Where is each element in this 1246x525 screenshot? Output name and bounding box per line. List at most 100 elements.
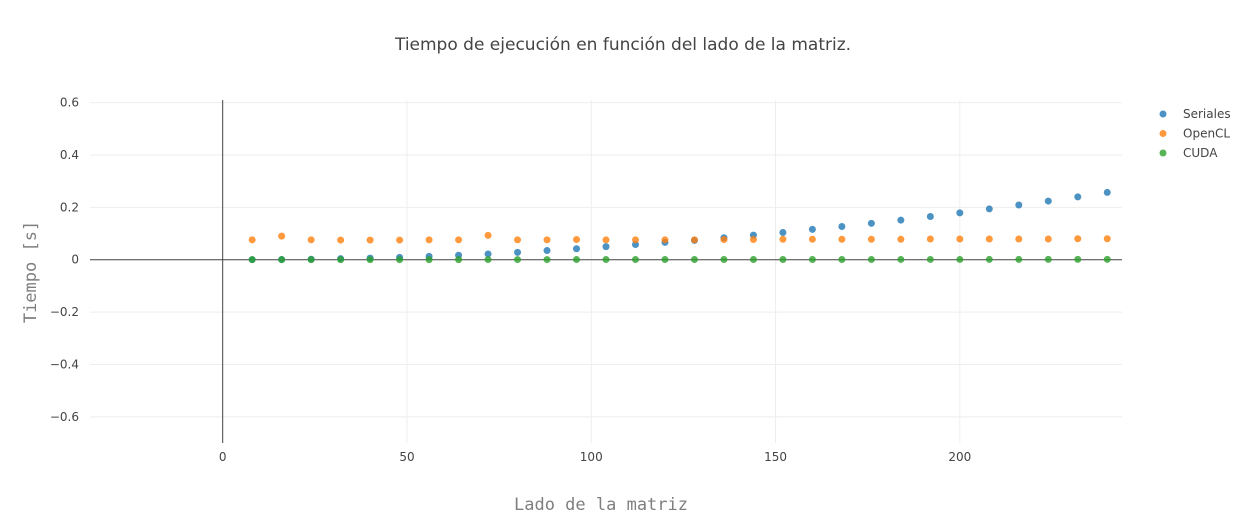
y-tick-label: −0.6 xyxy=(50,410,79,424)
data-point-seriales[interactable] xyxy=(985,205,993,213)
data-point-opencl[interactable] xyxy=(690,236,698,244)
legend-item-opencl[interactable]: OpenCL xyxy=(1159,127,1231,141)
data-point-seriales[interactable] xyxy=(602,243,610,251)
y-tick-label: 0.6 xyxy=(60,96,79,110)
data-point-seriales[interactable] xyxy=(838,222,846,230)
data-point-cuda[interactable] xyxy=(455,256,463,264)
data-point-cuda[interactable] xyxy=(690,256,698,264)
y-axis-title: Tiempo [s] xyxy=(21,221,41,323)
data-point-opencl[interactable] xyxy=(1074,235,1082,243)
data-point-opencl[interactable] xyxy=(366,236,374,244)
data-point-cuda[interactable] xyxy=(749,256,757,264)
legend-item-cuda[interactable]: CUDA xyxy=(1159,146,1219,160)
data-point-opencl[interactable] xyxy=(484,231,492,239)
data-point-opencl[interactable] xyxy=(278,232,286,240)
data-point-opencl[interactable] xyxy=(867,235,875,243)
data-point-seriales[interactable] xyxy=(956,209,964,217)
y-tick-label: −0.2 xyxy=(50,305,79,319)
data-point-seriales[interactable] xyxy=(573,245,581,253)
data-point-cuda[interactable] xyxy=(425,256,433,264)
data-point-opencl[interactable] xyxy=(985,235,993,243)
data-point-cuda[interactable] xyxy=(543,256,551,264)
data-point-cuda[interactable] xyxy=(867,255,875,263)
data-point-opencl[interactable] xyxy=(956,235,964,243)
data-point-cuda[interactable] xyxy=(838,255,846,263)
data-point-opencl[interactable] xyxy=(749,236,757,244)
data-point-cuda[interactable] xyxy=(396,256,404,264)
data-point-opencl[interactable] xyxy=(631,236,639,244)
y-tick-label: 0 xyxy=(71,253,79,267)
data-point-cuda[interactable] xyxy=(248,256,256,264)
data-point-opencl[interactable] xyxy=(779,235,787,243)
data-point-cuda[interactable] xyxy=(720,256,728,264)
data-point-seriales[interactable] xyxy=(1015,201,1023,209)
data-point-opencl[interactable] xyxy=(1044,235,1052,243)
data-point-opencl[interactable] xyxy=(396,236,404,244)
y-tick-label: 0.2 xyxy=(60,200,79,214)
data-point-cuda[interactable] xyxy=(366,256,374,264)
data-point-opencl[interactable] xyxy=(1103,235,1111,243)
data-point-cuda[interactable] xyxy=(897,255,905,263)
data-point-opencl[interactable] xyxy=(455,236,463,244)
data-point-cuda[interactable] xyxy=(602,256,610,264)
legend-marker xyxy=(1159,130,1167,137)
x-tick-labels: 0 50 100 150 200 xyxy=(219,450,971,464)
x-tick-label: 100 xyxy=(580,450,603,464)
data-point-cuda[interactable] xyxy=(484,256,492,264)
data-point-cuda[interactable] xyxy=(337,256,345,264)
data-point-seriales[interactable] xyxy=(808,225,816,233)
data-point-seriales[interactable] xyxy=(897,216,905,224)
legend[interactable]: Seriales OpenCL CUDA xyxy=(1159,107,1231,160)
legend-marker xyxy=(1159,149,1167,157)
data-point-cuda[interactable] xyxy=(631,256,639,264)
data-point-opencl[interactable] xyxy=(926,235,934,243)
data-point-opencl[interactable] xyxy=(897,235,905,243)
data-point-opencl[interactable] xyxy=(602,236,610,244)
x-tick-label: 0 xyxy=(219,450,227,464)
data-point-cuda[interactable] xyxy=(307,256,315,264)
data-point-seriales[interactable] xyxy=(514,248,522,256)
data-point-opencl[interactable] xyxy=(337,236,345,244)
data-point-cuda[interactable] xyxy=(514,256,522,264)
data-point-opencl[interactable] xyxy=(573,236,581,244)
data-point-seriales[interactable] xyxy=(1044,197,1052,205)
data-point-opencl[interactable] xyxy=(661,236,669,244)
data-point-cuda[interactable] xyxy=(985,255,993,263)
data-point-opencl[interactable] xyxy=(425,236,433,244)
data-point-seriales[interactable] xyxy=(867,219,875,227)
data-point-opencl[interactable] xyxy=(248,236,256,244)
data-point-seriales[interactable] xyxy=(779,228,787,236)
data-point-cuda[interactable] xyxy=(661,256,669,264)
data-point-cuda[interactable] xyxy=(278,256,286,264)
data-point-cuda[interactable] xyxy=(956,255,964,263)
data-point-seriales[interactable] xyxy=(543,247,551,255)
data-point-opencl[interactable] xyxy=(1015,235,1023,243)
data-point-opencl[interactable] xyxy=(808,235,816,243)
legend-item-seriales[interactable]: Seriales xyxy=(1159,107,1231,121)
x-tick-label: 50 xyxy=(399,450,414,464)
y-tick-labels: −0.6 −0.4 −0.2 0 0.2 0.4 0.6 xyxy=(50,96,79,424)
data-point-opencl[interactable] xyxy=(514,236,522,244)
data-point-opencl[interactable] xyxy=(543,236,551,244)
data-point-cuda[interactable] xyxy=(1015,255,1023,263)
data-point-seriales[interactable] xyxy=(484,250,492,258)
data-point-cuda[interactable] xyxy=(1074,255,1082,263)
data-point-cuda[interactable] xyxy=(1044,255,1052,263)
data-point-seriales[interactable] xyxy=(1103,188,1111,196)
data-point-opencl[interactable] xyxy=(307,236,315,244)
data-point-cuda[interactable] xyxy=(1103,255,1111,263)
data-point-opencl[interactable] xyxy=(720,236,728,244)
x-tick-label: 200 xyxy=(948,450,971,464)
data-point-opencl[interactable] xyxy=(838,235,846,243)
data-point-cuda[interactable] xyxy=(573,256,581,264)
legend-label: OpenCL xyxy=(1183,127,1230,141)
data-point-cuda[interactable] xyxy=(808,255,816,263)
data-point-seriales[interactable] xyxy=(926,213,934,221)
data-point-cuda[interactable] xyxy=(926,255,934,263)
data-point-seriales[interactable] xyxy=(1074,193,1082,201)
series-cuda xyxy=(248,255,1111,264)
data-point-cuda[interactable] xyxy=(779,256,787,264)
data-points xyxy=(248,188,1111,264)
